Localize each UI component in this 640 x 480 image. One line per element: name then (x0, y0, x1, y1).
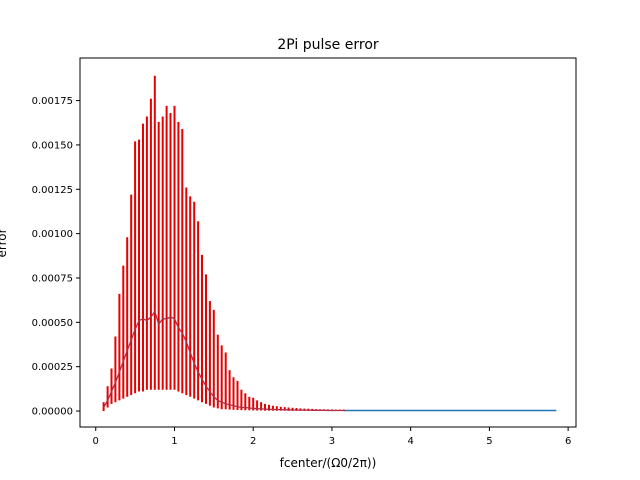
y-tick-label: 0.00125 (32, 185, 73, 196)
y-axis-label: error (0, 228, 9, 257)
x-tick-label: 2 (250, 436, 256, 447)
x-axis-label: fcenter/(Ω0/2π)) (280, 456, 377, 470)
x-axis-ticks: 0 1 2 3 4 5 6 (93, 427, 571, 447)
y-tick-label: 0.00150 (32, 140, 73, 151)
y-tick-label: 0.00050 (32, 318, 73, 329)
chart-title: 2Pi pulse error (277, 37, 379, 53)
y-axis-ticks: 0.00000 0.00025 0.00050 0.00075 0.00100 0.001… (32, 96, 80, 418)
y-tick-label: 0.00000 (32, 407, 73, 418)
mean-error-line (103, 310, 344, 412)
y-tick-label: 0.00100 (32, 229, 73, 240)
y-tick-label: 0.00075 (32, 273, 73, 284)
x-tick-label: 6 (565, 436, 571, 447)
x-tick-label: 5 (486, 436, 492, 447)
x-tick-label: 1 (171, 436, 177, 447)
plot-marks (102, 75, 557, 412)
x-tick-label: 0 (93, 436, 99, 447)
x-tick-label: 3 (329, 436, 335, 447)
y-tick-label: 0.00025 (32, 362, 73, 373)
plot-frame (79, 57, 577, 428)
y-tick-label: 0.00175 (32, 96, 73, 107)
x-tick-label: 4 (407, 436, 413, 447)
